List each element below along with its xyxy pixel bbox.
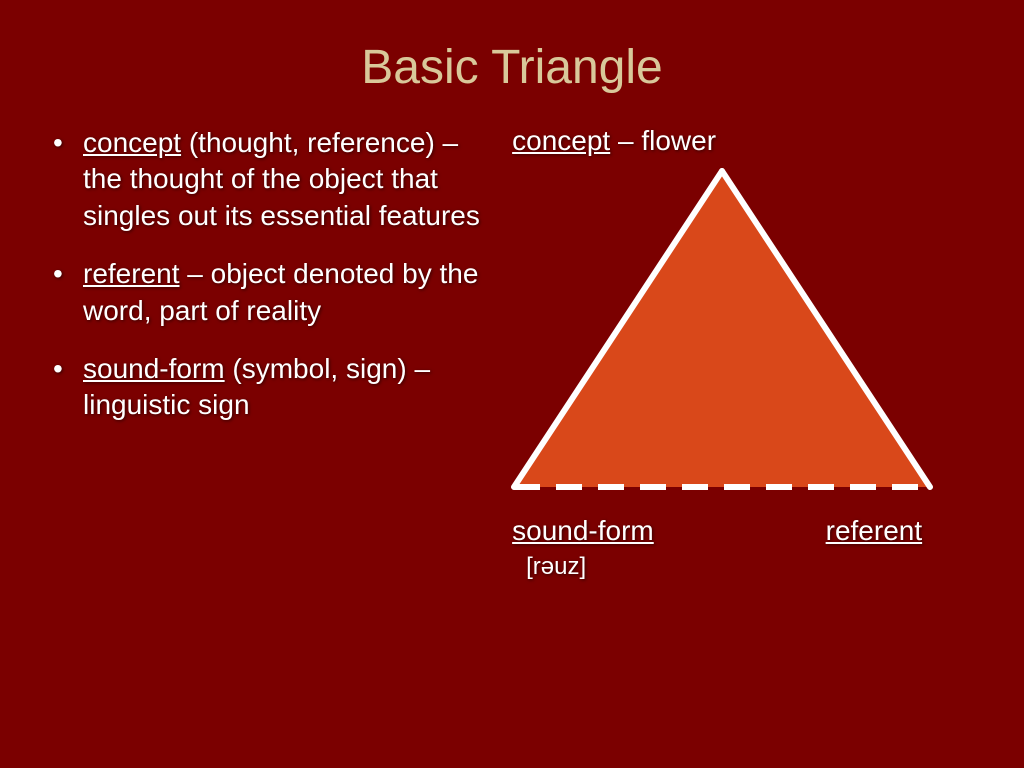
list-item: concept (thought, reference) – the thoug… (45, 125, 482, 234)
list-item: referent – object denoted by the word, p… (45, 256, 482, 329)
content-area: concept (thought, reference) – the thoug… (0, 125, 1024, 581)
base-labels: sound-form referent (512, 515, 922, 547)
term-referent: referent (83, 258, 180, 289)
definitions-list: concept (thought, reference) – the thoug… (45, 125, 482, 424)
apex-rest: – flower (610, 125, 716, 156)
definitions-column: concept (thought, reference) – the thoug… (45, 125, 502, 581)
bottom-left-label: sound-form (512, 515, 654, 547)
list-item: sound-form (symbol, sign) – linguistic s… (45, 351, 482, 424)
term-soundform: sound-form (83, 353, 225, 384)
bottom-right-label: referent (826, 515, 923, 547)
triangle-diagram (502, 165, 942, 505)
diagram-column: concept – flower sound-form referent [rə… (502, 125, 979, 581)
term-concept: concept (83, 127, 181, 158)
triangle-svg (502, 165, 942, 505)
apex-label: concept – flower (512, 125, 979, 157)
apex-term: concept (512, 125, 610, 156)
phonetic-transcription: [rəuz] (526, 553, 979, 581)
slide-title: Basic Triangle (0, 0, 1024, 125)
